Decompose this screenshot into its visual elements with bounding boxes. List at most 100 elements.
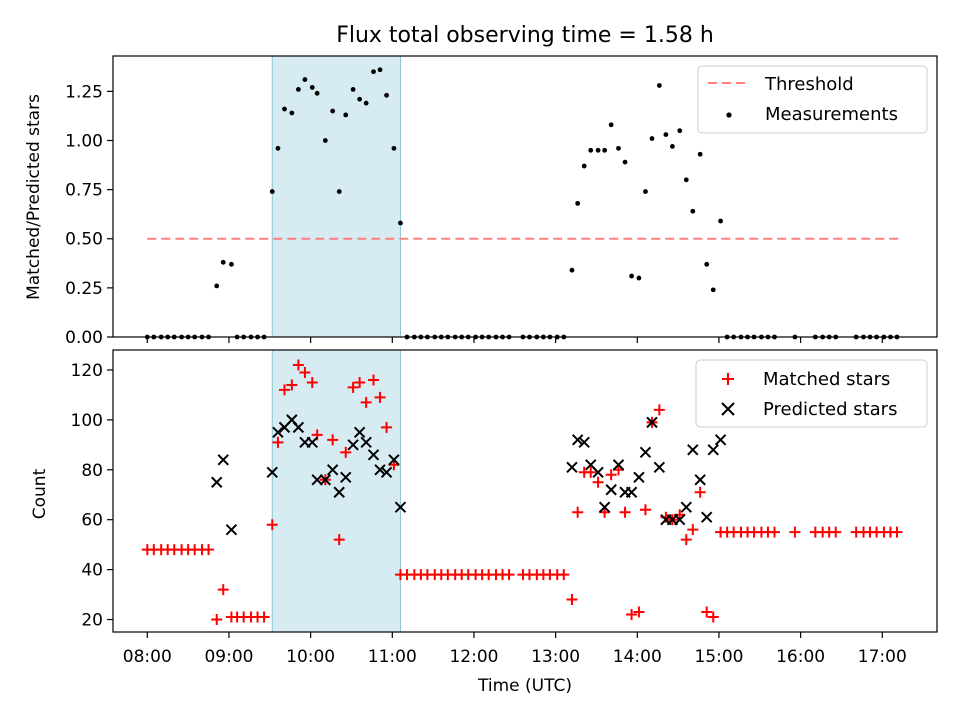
measurement-point [363,100,369,106]
matched-star-point [299,366,311,378]
x-tick-label: 14:00 [613,647,662,667]
matched-star-point [286,379,298,391]
predicted-star-point [306,436,318,449]
measurement-point [636,275,642,281]
matched-star-point [789,526,801,538]
predicted-star-point [566,461,578,473]
legend-measurements-swatch [726,112,732,118]
predicted-star-point [360,436,372,449]
measurement-point [371,69,376,75]
measurement-point [649,136,655,141]
predicted-star-point [340,471,352,483]
legend-matched-swatch [722,373,734,385]
measurement-point [295,87,301,92]
matched-star-point [503,569,515,581]
x-tick-label: 09:00 [204,647,253,667]
x-tick-label: 10:00 [286,647,335,667]
legend-predicted-label: Predicted stars [763,399,897,420]
matched-star-point [340,446,352,458]
bottom-shaded-region [271,349,401,633]
matched-star-point [306,376,318,388]
measurement-point [616,145,621,151]
predicted-star-point [687,444,699,456]
matched-star-point [619,506,631,518]
measurement-point [575,200,581,206]
matched-stars-series [141,359,903,626]
matched-star-point [585,466,597,478]
measurement-point [302,77,308,82]
matched-star-point [830,526,842,538]
measurement-point [690,208,696,214]
measurement-point [322,138,328,143]
predicted-star-point [680,501,692,513]
measurement-point [629,273,634,279]
top-legend-box [697,65,928,134]
legend-measurements-label: Measurements [765,104,898,125]
predicted-star-point [653,461,666,473]
matched-star-point [360,396,372,408]
measurement-point [588,147,594,153]
measurement-point [704,261,710,267]
matched-star-point [605,469,617,481]
predicted-star-point [707,444,719,456]
bottom-axes-frame [112,349,938,633]
y-tick-label: 120 [71,361,103,381]
y-tick-label: 80 [81,461,103,481]
measurement-point [350,87,356,92]
x-tick-label: 16:00 [776,647,825,667]
measurement-point [229,261,234,267]
matched-star-point [639,504,651,516]
measurement-point [391,145,397,151]
y-tick-label: 0.75 [65,181,103,201]
matched-star-point [266,519,278,531]
bottom-legend-box [695,359,928,428]
matched-star-point [381,421,393,433]
predicted-star-point [578,436,590,449]
matched-star-point [768,526,780,538]
measurement-point [602,147,608,153]
matched-star-point [626,609,638,621]
predicted-star-point [272,426,284,439]
predicted-star-point [694,474,706,486]
top-axes-frame [112,55,938,338]
measurement-point [569,267,575,273]
top-legend: Threshold Measurements [697,65,928,134]
predicted-star-point [394,501,407,513]
predicted-star-point [225,523,238,536]
x-axis-label: Time (UTC) [477,676,572,696]
predicted-star-point [311,474,323,486]
predicted-star-point [217,454,229,466]
measurement-point [677,128,683,134]
predicted-star-point [319,474,332,486]
predicted-stars-series [211,414,727,536]
matched-star-point [327,434,339,446]
measurement-point [643,189,648,194]
measurement-point [357,96,363,102]
predicted-star-point [646,416,658,429]
predicted-star-point [674,513,686,526]
measurement-point [330,108,336,114]
measurement-point [710,287,716,293]
y-tick-label: 1.25 [65,82,103,102]
measurement-point [697,151,703,157]
predicted-star-point [592,466,604,478]
measurement-point [309,85,315,90]
predicted-star-point [367,449,380,461]
measurement-point [608,122,614,128]
x-tick-label: 17:00 [858,647,907,667]
y-tick-label: 20 [81,611,103,631]
predicted-star-point [639,446,652,459]
predicted-star-point [571,434,584,446]
measurement-point [314,90,320,96]
measurement-point [718,218,723,224]
matched-star-point [891,526,903,538]
predicted-star-point [353,426,366,439]
top-x-axis-ticks [146,337,883,343]
matched-star-point [633,606,645,618]
measurement-point [683,177,689,183]
predicted-star-point [266,466,278,478]
measurement-point [670,143,675,149]
measurement-point [275,145,281,151]
matched-star-point [566,594,578,606]
